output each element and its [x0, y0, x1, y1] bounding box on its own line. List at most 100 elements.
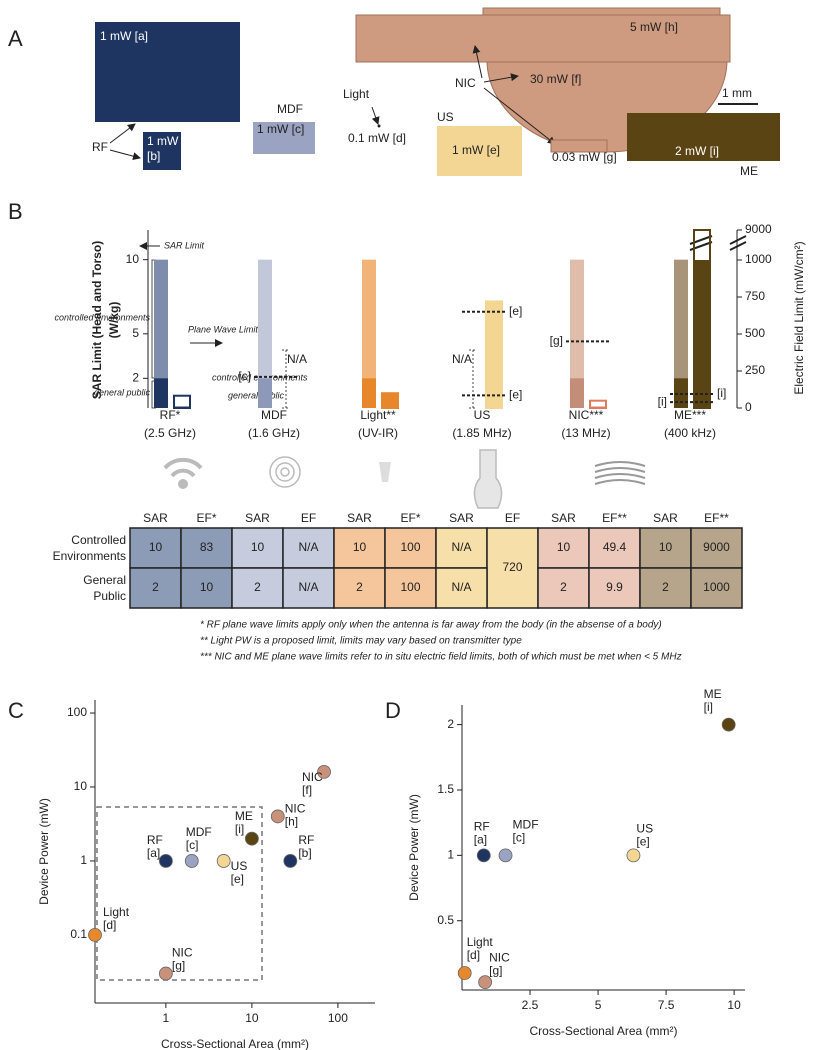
point-tag: [a] — [474, 833, 487, 847]
arrow — [371, 106, 380, 125]
y2-axis-title: Electric Field Limit (mW/cm²) — [792, 241, 806, 394]
device-marker-label: [i] — [717, 386, 726, 400]
x-tick-label: (13 MHz) — [561, 426, 610, 440]
point-label: RF — [474, 820, 490, 834]
table-cell — [384, 567, 437, 609]
table-value: 2 — [152, 580, 159, 594]
device-label: 30 mW [f] — [530, 72, 581, 86]
device-label: 1 mW [e] — [452, 143, 500, 157]
point-tag: [i] — [704, 700, 713, 714]
device-marker-label: [e] — [509, 388, 522, 402]
footnote: ** Light PW is a proposed limit, limits … — [200, 636, 522, 647]
arrow — [483, 73, 519, 83]
y-axis-title: Device Power (mW) — [407, 794, 421, 901]
annotation: Plane Wave Limit — [188, 324, 258, 334]
y-tick-label: 2 — [447, 717, 454, 731]
column-header: EF — [301, 511, 316, 525]
icon-rf — [178, 479, 188, 489]
x-tick-label: (UV-IR) — [358, 426, 398, 440]
table-value: 100 — [400, 540, 420, 554]
icon-rf — [163, 457, 203, 478]
bar — [590, 406, 606, 408]
point-label: Light — [467, 935, 494, 949]
point-label: Light — [103, 905, 130, 919]
table-value: N/A — [298, 580, 318, 594]
annotation: N/A — [452, 352, 472, 366]
device-label: 1 mW [c] — [257, 122, 304, 136]
device-label: [b] — [147, 149, 160, 163]
y2-tick-label: 500 — [745, 326, 765, 340]
bar — [570, 378, 584, 408]
device-name: MDF — [277, 102, 303, 116]
device-name: Light — [343, 87, 370, 101]
device-nic-g — [550, 139, 608, 153]
column-header: EF** — [602, 511, 627, 525]
point — [283, 854, 298, 868]
device-nic-h — [355, 14, 731, 63]
row-label: Environments — [53, 549, 126, 563]
point — [184, 854, 199, 868]
point-tag: [c] — [513, 831, 526, 845]
zoom-region — [96, 806, 263, 981]
device-marker-label: [e] — [509, 304, 522, 318]
scale-label: 1 mm — [722, 86, 752, 100]
point-tag: [c] — [186, 838, 199, 852]
y-tick-label: 5 — [132, 326, 139, 340]
point-label: US — [231, 859, 248, 873]
table-value: 49.4 — [603, 540, 627, 554]
point-label: NIC — [285, 802, 306, 816]
point-label: RF — [147, 833, 163, 847]
device-name: NIC — [455, 76, 476, 90]
device-label: 1 mW [a] — [100, 29, 148, 43]
device-label: 1 mW — [147, 134, 179, 148]
icon-mdf — [275, 462, 295, 482]
bar — [258, 259, 272, 408]
y-tick-label: 1 — [80, 853, 87, 867]
point-label: NIC — [302, 770, 323, 784]
table-value: 10 — [659, 540, 673, 554]
na-indicator — [469, 349, 477, 409]
column-header: EF* — [196, 511, 216, 525]
y2-tick-label: 9000 — [745, 222, 772, 236]
y-tick-label: 10 — [74, 779, 88, 793]
x-tick-label: 7.5 — [658, 998, 675, 1012]
table-value: 2 — [560, 580, 567, 594]
column-header: EF* — [400, 511, 420, 525]
y-tick-label: 0.5 — [437, 913, 454, 927]
bar — [362, 259, 376, 408]
table-value: N/A — [298, 540, 318, 554]
icon-mdf — [280, 467, 290, 477]
footnote: * RF plane wave limits apply only when t… — [200, 620, 662, 631]
icon-us — [473, 449, 503, 509]
bar — [362, 378, 376, 408]
point — [476, 848, 491, 863]
device-mdf — [253, 122, 315, 154]
y-tick-label: 1 — [447, 848, 454, 862]
point-label: US — [636, 822, 653, 836]
x-tick-label: US — [474, 408, 491, 422]
point — [721, 717, 736, 732]
panel-label: A — [8, 26, 23, 51]
point-label: NIC — [489, 950, 510, 964]
x-tick-label: 100 — [328, 1011, 348, 1025]
point-tag: [h] — [285, 815, 298, 829]
x-tick-label: 5 — [595, 998, 602, 1012]
x-tick-label: (2.5 GHz) — [144, 426, 196, 440]
icon-mdf — [269, 456, 301, 488]
table-value: N/A — [451, 540, 471, 554]
point-tag: [i] — [235, 822, 244, 836]
bar — [154, 259, 168, 408]
x-tick-label: RF* — [160, 408, 181, 422]
x-tick-label: NIC*** — [569, 408, 604, 422]
table-value: 2 — [356, 580, 363, 594]
panel-label: C — [8, 698, 24, 723]
column-header: SAR — [245, 511, 270, 525]
y-tick-label: 100 — [67, 705, 87, 719]
x-tick-label: 2.5 — [522, 998, 539, 1012]
annotation: general public — [228, 390, 285, 400]
table-cell — [282, 567, 335, 609]
device-me — [627, 113, 780, 161]
table-value: 10 — [149, 540, 163, 554]
point — [158, 854, 173, 868]
